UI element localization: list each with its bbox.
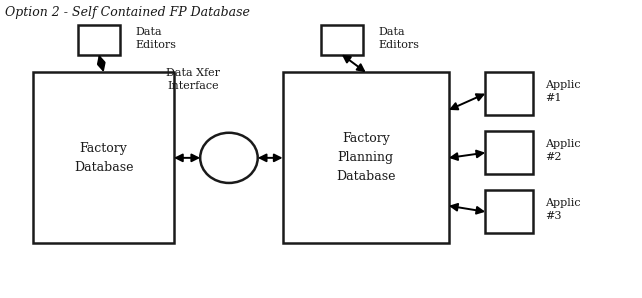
Bar bbox=[78, 25, 119, 55]
Bar bbox=[321, 25, 363, 55]
Text: Data
Editors: Data Editors bbox=[379, 27, 419, 50]
Bar bbox=[485, 72, 534, 115]
Bar bbox=[33, 72, 174, 243]
Text: Data Xfer
Interface: Data Xfer Interface bbox=[166, 68, 220, 91]
Text: Data
Editors: Data Editors bbox=[135, 27, 177, 50]
Text: Applic
#3: Applic #3 bbox=[544, 198, 580, 221]
Text: Factory
Database: Factory Database bbox=[74, 142, 134, 174]
Bar bbox=[282, 72, 449, 243]
Text: Option 2 - Self Contained FP Database: Option 2 - Self Contained FP Database bbox=[4, 6, 250, 19]
Text: Factory
Planning
Database: Factory Planning Database bbox=[336, 132, 395, 183]
Text: Applic
#2: Applic #2 bbox=[544, 139, 580, 162]
Bar bbox=[485, 131, 534, 174]
Bar bbox=[485, 190, 534, 233]
Text: Applic
#1: Applic #1 bbox=[544, 80, 580, 103]
Ellipse shape bbox=[200, 133, 257, 183]
